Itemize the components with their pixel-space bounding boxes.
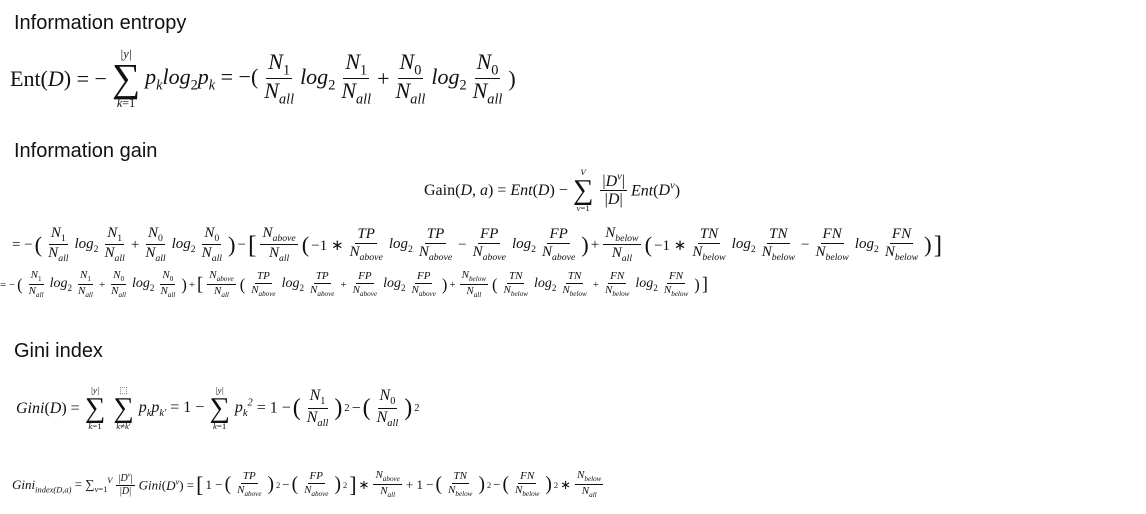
gain-expansion-1: = −( N1 Nall log2 N1 Nall + N0 Nall log2 N0… bbox=[12, 225, 943, 265]
gini-formula: Gini(D) = |y| ∑ k=1 ⬚ ∑ k≠k′ pkpk′ = 1 − |y|… bbox=[16, 385, 420, 431]
entropy-formula: Ent(D) = − |y| ∑ k=1 pklog2pk = −( N1 Nall … bbox=[10, 47, 516, 110]
heading-information-gain: Information gain bbox=[14, 140, 158, 162]
heading-gini-index: Gini index bbox=[14, 340, 103, 362]
heading-information-entropy: Information entropy bbox=[14, 12, 187, 34]
gain-expansion-2: = −( N1 Nall log2 N1 Nall + N0 Nall log2 N0… bbox=[0, 269, 708, 299]
gini-index-formula: Giniindex(D,a) = ∑v=1V |Dv| |D| Gini(Dv) … bbox=[12, 469, 604, 499]
gain-definition: Gain(D, a) = Ent(D) − V ∑ v=1 |Dv| |D| Ent(… bbox=[424, 167, 681, 213]
